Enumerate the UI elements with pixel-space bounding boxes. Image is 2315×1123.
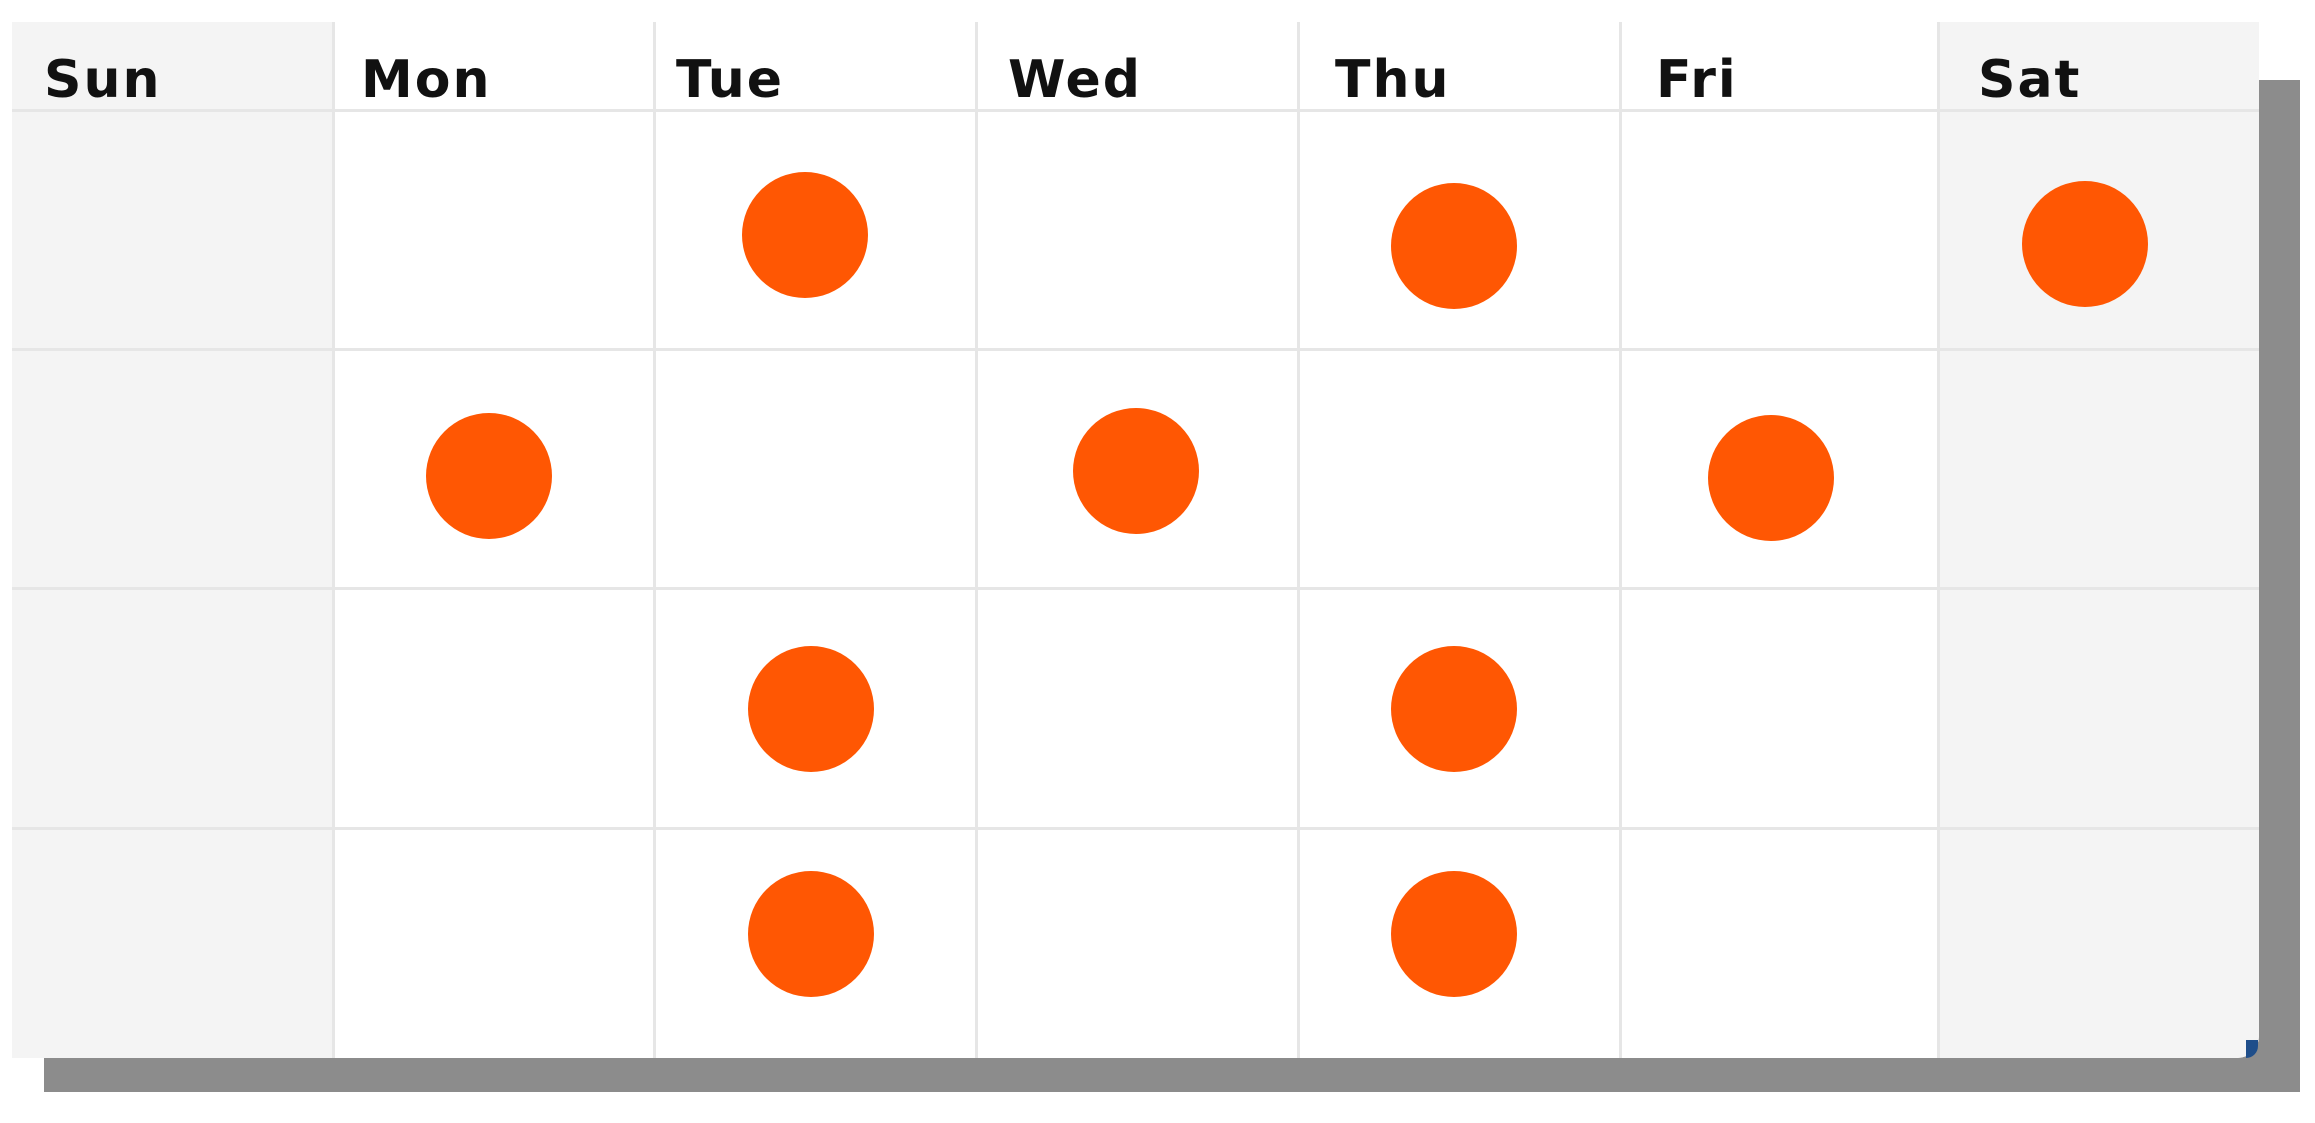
event-dot[interactable]: [1708, 415, 1834, 541]
event-dot[interactable]: [748, 646, 874, 772]
grid-row-divider: [12, 587, 2259, 590]
day-header-sat: Sat: [1978, 50, 2082, 110]
grid-column-divider: [975, 22, 978, 1058]
corner-accent: [2246, 1040, 2258, 1058]
day-header-thu: Thu: [1335, 50, 1451, 110]
grid-column-divider: [1937, 22, 1940, 1058]
event-dot[interactable]: [1391, 646, 1517, 772]
day-header-mon: Mon: [361, 50, 492, 110]
grid-column-divider: [1297, 22, 1300, 1058]
grid-row-divider: [12, 827, 2259, 830]
event-dot[interactable]: [426, 413, 552, 539]
event-dot[interactable]: [1391, 183, 1517, 309]
grid-column-divider: [332, 22, 335, 1058]
day-header-sun: Sun: [44, 50, 162, 110]
event-dot[interactable]: [1391, 871, 1517, 997]
event-dot[interactable]: [1073, 408, 1199, 534]
weekend-column-sun: [12, 22, 332, 1058]
event-dot[interactable]: [748, 871, 874, 997]
day-header-fri: Fri: [1656, 50, 1738, 110]
day-header-tue: Tue: [676, 50, 785, 110]
calendar-grid: Sun Mon Tue Wed Thu Fri Sat: [12, 22, 2259, 1058]
event-dot[interactable]: [2022, 181, 2148, 307]
event-dot[interactable]: [742, 172, 868, 298]
day-header-wed: Wed: [1008, 50, 1142, 110]
grid-column-divider: [653, 22, 656, 1058]
weekend-column-sat: [1939, 22, 2259, 1058]
grid-row-divider: [12, 348, 2259, 351]
grid-column-divider: [1619, 22, 1622, 1058]
grid-row-divider: [12, 109, 2259, 112]
